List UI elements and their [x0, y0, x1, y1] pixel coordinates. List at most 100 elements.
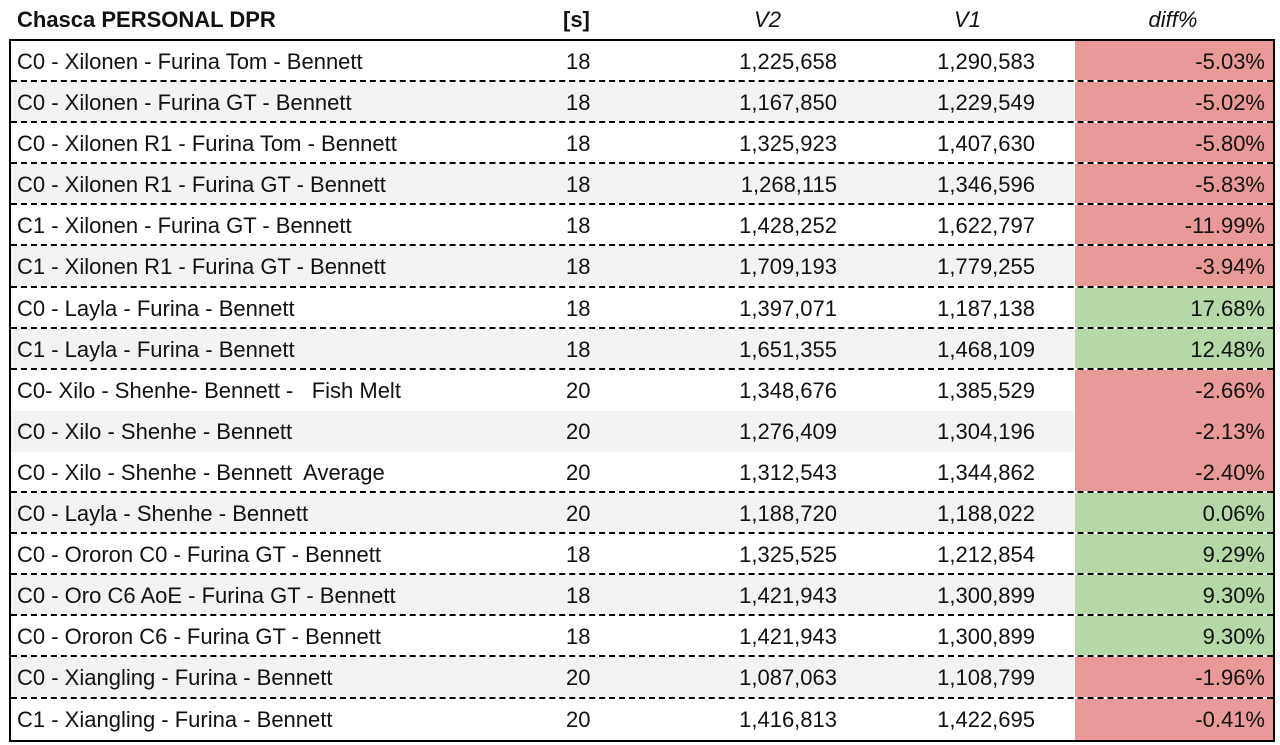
team-name: C0 - Xiangling - Furina - Bennett — [17, 665, 333, 691]
header-v1: V1 — [954, 7, 981, 32]
v2-value: 1,312,543 — [739, 459, 837, 485]
diff-value: 0.06% — [1202, 501, 1265, 527]
diff-value: 9.30% — [1202, 624, 1265, 650]
table-row: C0 - Layla - Shenhe - Bennett 20 1,188,720… — [11, 493, 1273, 535]
diff-value: -1.96% — [1195, 665, 1265, 691]
diff-value: -5.03% — [1195, 49, 1265, 74]
diff-cell: -2.40% — [1075, 451, 1273, 492]
v1-value: 1,422,695 — [937, 706, 1035, 732]
v1-value: 1,304,196 — [937, 418, 1035, 444]
table-row: C0 - Oro C6 AoE - Furina GT - Bennett 18 1… — [11, 575, 1273, 617]
table-header: Chasca PERSONAL DPR [s] V2 V1 diff% — [0, 0, 1280, 40]
table-row: C0 - Xilo - Shenhe - Bennett 20 1,276,409 1… — [11, 410, 1273, 452]
v1-value: 1,229,549 — [937, 90, 1035, 116]
duration-seconds: 20 — [566, 418, 591, 444]
v1-value: 1,188,022 — [937, 501, 1035, 527]
diff-value: -2.40% — [1195, 459, 1265, 485]
v1-value: 1,300,899 — [937, 583, 1035, 609]
v2-value: 1,397,071 — [739, 295, 837, 321]
duration-seconds: 18 — [566, 90, 591, 116]
diff-value: 9.29% — [1202, 542, 1265, 568]
v1-value: 1,385,529 — [937, 377, 1035, 403]
diff-cell: -2.13% — [1075, 410, 1273, 452]
row-background — [11, 164, 1075, 204]
diff-value: 9.30% — [1202, 583, 1265, 609]
row-background — [11, 328, 1075, 368]
team-name: C0 - Layla - Furina - Bennett — [17, 295, 295, 321]
v1-value: 1,468,109 — [937, 336, 1035, 362]
diff-value: -5.83% — [1195, 172, 1265, 198]
v2-value: 1,325,923 — [739, 131, 837, 157]
v1-value: 1,622,797 — [937, 213, 1035, 239]
diff-value: -5.80% — [1195, 131, 1265, 157]
table-row: C0 - Ororon C0 - Furina GT - Bennett 18 1,… — [11, 534, 1273, 576]
v1-value: 1,108,799 — [937, 665, 1035, 691]
team-name: C0 - Oro C6 AoE - Furina GT - Bennett — [17, 583, 396, 609]
duration-seconds: 18 — [566, 542, 591, 568]
team-name: C0 - Ororon C6 - Furina GT - Bennett — [17, 624, 381, 650]
diff-cell: -11.99% — [1075, 205, 1273, 245]
team-name: C0 - Xilo - Shenhe - Bennett — [17, 418, 293, 444]
diff-value: 17.68% — [1190, 295, 1265, 321]
v2-value: 1,188,720 — [739, 501, 837, 527]
team-name: C0 - Xilonen R1 - Furina Tom - Bennett — [17, 131, 397, 157]
v2-value: 1,416,813 — [739, 706, 837, 732]
table-row: C1 - Xilonen R1 - Furina GT - Bennett 18 1… — [11, 246, 1273, 288]
table-row: C0 - Xiangling - Furina - Bennett 20 1,087… — [11, 657, 1273, 699]
header-diff: diff% — [1148, 7, 1198, 32]
diff-cell: -5.80% — [1075, 123, 1273, 163]
diff-cell: -3.94% — [1075, 246, 1273, 286]
team-name: C1 - Xilonen - Furina GT - Bennett — [17, 213, 352, 239]
v2-value: 1,225,658 — [739, 49, 837, 74]
v1-value: 1,344,862 — [937, 459, 1035, 485]
team-name: C0 - Xilonen R1 - Furina GT - Bennett — [17, 172, 386, 198]
diff-cell: 17.68% — [1075, 287, 1273, 327]
diff-value: -3.94% — [1195, 254, 1265, 280]
diff-value: -2.13% — [1195, 418, 1265, 444]
v1-value: 1,300,899 — [937, 624, 1035, 650]
team-name: C0 - Ororon C0 - Furina GT - Bennett — [17, 542, 381, 568]
duration-seconds: 18 — [566, 213, 591, 239]
row-background — [11, 657, 1075, 697]
table-row: C1 - Xilonen - Furina GT - Bennett 18 1,42… — [11, 205, 1273, 247]
v1-value: 1,187,138 — [937, 295, 1035, 321]
v2-value: 1,268,115 — [740, 172, 837, 198]
team-name: C0 - Xilonen - Furina GT - Bennett — [17, 90, 352, 116]
header-v2: V2 — [754, 7, 781, 32]
v2-value: 1,651,355 — [739, 336, 837, 362]
duration-seconds: 18 — [566, 624, 591, 650]
table-row: C0 - Xilonen R1 - Furina Tom - Bennett 18… — [11, 123, 1273, 165]
table-row: C0- Xilo - Shenhe- Bennett - Fish Melt 20… — [11, 369, 1273, 411]
row-background — [11, 410, 1075, 452]
team-name: C1 - Layla - Furina - Bennett — [17, 336, 295, 362]
diff-cell: 9.30% — [1075, 616, 1273, 656]
duration-seconds: 18 — [566, 131, 591, 157]
diff-cell: 9.30% — [1075, 575, 1273, 615]
v2-value: 1,428,252 — [739, 213, 837, 239]
table-row: C0 - Xilo - Shenhe - Bennett Average 20 1,… — [11, 451, 1273, 494]
duration-seconds: 20 — [566, 706, 591, 732]
duration-seconds: 18 — [566, 336, 591, 362]
duration-seconds: 18 — [566, 583, 591, 609]
duration-seconds: 18 — [566, 172, 591, 198]
duration-seconds: 20 — [566, 665, 591, 691]
diff-cell: -5.83% — [1075, 164, 1273, 204]
diff-value: 12.48% — [1190, 336, 1265, 362]
diff-cell: 9.29% — [1075, 534, 1273, 574]
team-name: C1 - Xiangling - Furina - Bennett — [17, 706, 333, 732]
diff-value: -0.41% — [1195, 706, 1265, 732]
diff-cell: -5.02% — [1075, 82, 1273, 122]
duration-seconds: 20 — [566, 501, 591, 527]
table-row: C0 - Xilonen R1 - Furina GT - Bennett 18 1… — [11, 164, 1273, 206]
duration-seconds: 18 — [566, 295, 591, 321]
diff-cell: -1.96% — [1075, 657, 1273, 697]
header-seconds: [s] — [563, 7, 590, 32]
row-background — [11, 246, 1075, 286]
team-name: C1 - Xilonen R1 - Furina GT - Bennett — [17, 254, 386, 280]
v2-value: 1,087,063 — [739, 665, 837, 691]
row-background — [11, 493, 1075, 533]
table-row: C0 - Xilonen - Furina Tom - Bennett 18 1,2… — [11, 41, 1273, 83]
team-name: C0 - Layla - Shenhe - Bennett — [17, 501, 309, 527]
table-row: C0 - Xilonen - Furina GT - Bennett 18 1,16… — [11, 82, 1273, 124]
table-row: C0 - Ororon C6 - Furina GT - Bennett 18 1,… — [11, 616, 1273, 658]
